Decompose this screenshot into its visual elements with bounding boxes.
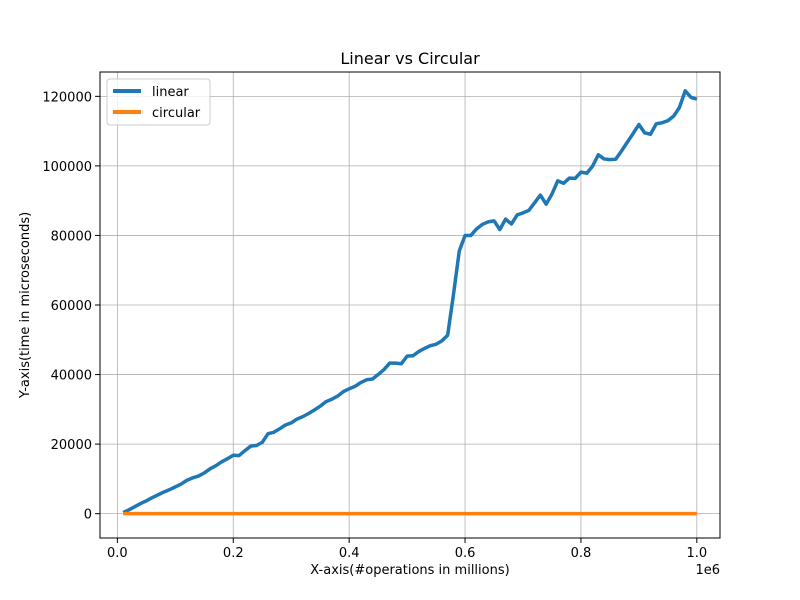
y-axis-ticks: 0 20000 40000 60000 80000 100000 120000: [42, 90, 100, 523]
x-tick-label: 0.0: [107, 546, 128, 561]
x-tick-label: 0.2: [223, 546, 244, 561]
y-tick-label: 120000: [42, 90, 92, 105]
x-axis-ticks: 0.0 0.2 0.4 0.6 0.8 1.0: [107, 538, 707, 561]
x-axis-offset-label: 1e6: [695, 563, 720, 578]
y-tick-label: 60000: [51, 299, 92, 314]
y-tick-label: 40000: [51, 369, 92, 384]
legend-label-circular: circular: [152, 106, 201, 121]
y-tick-label: 20000: [51, 438, 92, 453]
x-tick-label: 0.8: [571, 546, 592, 561]
x-axis-label: X-axis(#operations in millions): [310, 563, 509, 578]
grid: [100, 72, 720, 538]
legend-label-linear: linear: [152, 85, 189, 100]
legend: linear circular: [106, 78, 211, 126]
y-tick-label: 100000: [42, 160, 92, 175]
x-tick-label: 1.0: [686, 546, 707, 561]
series-line-linear: [122, 89, 698, 515]
chart-title: Linear vs Circular: [340, 49, 480, 68]
y-tick-label: 80000: [51, 229, 92, 244]
y-axis-label: Y-axis(time in microseconds): [18, 212, 33, 399]
y-tick-label: 0: [84, 508, 92, 523]
series-lines: [122, 89, 698, 516]
x-tick-label: 0.4: [339, 546, 360, 561]
x-tick-label: 0.6: [455, 546, 476, 561]
